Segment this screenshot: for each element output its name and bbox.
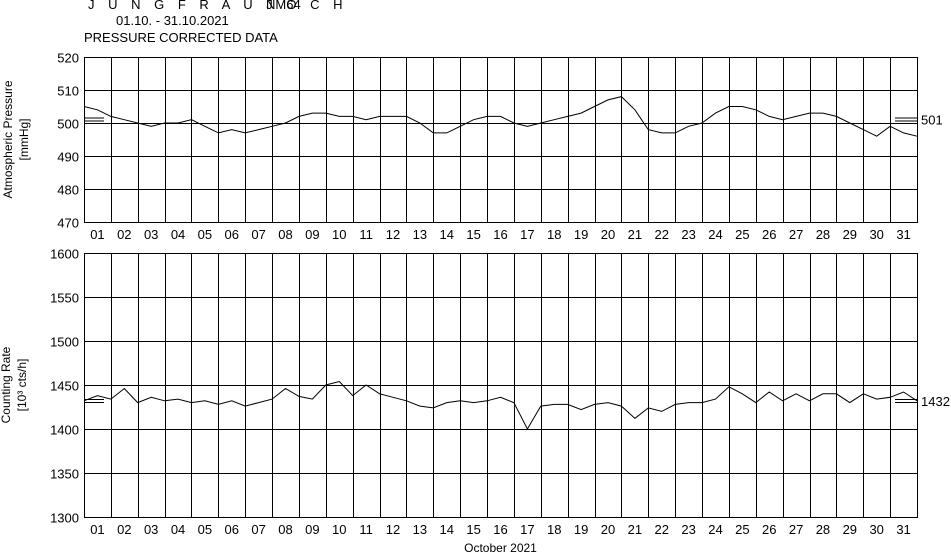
x-tick-label: 25 <box>735 522 749 537</box>
x-tick-label: 04 <box>171 227 185 242</box>
plot-frame <box>84 57 918 223</box>
x-tick-label: 23 <box>681 227 695 242</box>
x-tick-label: 22 <box>654 522 668 537</box>
y-tick-label: 1400 <box>50 423 79 438</box>
y-tick-label: 1450 <box>50 379 79 394</box>
subtitle: PRESSURE CORRECTED DATA <box>84 30 278 45</box>
x-tick-label: 13 <box>413 227 427 242</box>
period-label: 01.10. - 31.10.2021 <box>116 13 229 28</box>
x-tick-label: 06 <box>225 522 239 537</box>
pressure-trace <box>83 96 918 137</box>
pressure-panel: 470 480 490 500 510 520 01 02 03 04 05 06 07 08 09 10 11… <box>1 51 943 243</box>
x-tick-label: 22 <box>654 227 668 242</box>
x-tick-label: 29 <box>843 227 857 242</box>
x-tick-label: 28 <box>816 522 830 537</box>
x-tick-label: 01 <box>90 522 104 537</box>
x-tick-label: 31 <box>896 227 910 242</box>
x-tick-label: 31 <box>896 522 910 537</box>
x-tick-label: 11 <box>359 522 373 537</box>
x-tick-label: 24 <box>708 522 722 537</box>
y-axis-unit: [mmHg] <box>17 119 31 161</box>
y-axis-label: Counting Rate <box>0 346 13 423</box>
x-tick-label: 24 <box>708 227 722 242</box>
y-tick-label: 500 <box>57 117 79 132</box>
x-tick-label: 08 <box>278 227 292 242</box>
x-tick-label: 03 <box>144 522 158 537</box>
y-tick-label: 490 <box>57 150 79 165</box>
y-tick-label: 1550 <box>50 291 79 306</box>
x-tick-label: 21 <box>628 227 642 242</box>
x-tick-label: 27 <box>789 227 803 242</box>
x-tick-label: 10 <box>332 227 346 242</box>
x-tick-label: 04 <box>171 522 185 537</box>
y-axis-unit: [10³ cts/h] <box>15 359 29 412</box>
x-tick-label: 18 <box>547 522 561 537</box>
x-tick-label: 17 <box>520 227 534 242</box>
y-tick-label: 1500 <box>50 335 79 350</box>
x-tick-label: 02 <box>117 522 131 537</box>
x-tick-label: 29 <box>843 522 857 537</box>
x-tick-label: 13 <box>413 522 427 537</box>
counting-rate-trace <box>83 380 918 431</box>
x-tick-label: 26 <box>762 522 776 537</box>
x-axis-label: October 2021 <box>464 541 537 553</box>
x-tick-label: 30 <box>869 227 883 242</box>
x-tick-label: 17 <box>520 522 534 537</box>
x-tick-label: 03 <box>144 227 158 242</box>
x-tick-label: 15 <box>466 522 480 537</box>
x-tick-label: 30 <box>869 522 883 537</box>
y-tick-label: 510 <box>57 84 79 99</box>
x-tick-label: 19 <box>574 227 588 242</box>
x-tick-label: 10 <box>332 522 346 537</box>
x-tick-label: 27 <box>789 522 803 537</box>
x-tick-label: 19 <box>574 522 588 537</box>
x-tick-label: 15 <box>466 227 480 242</box>
monitor-name: NM64 <box>266 0 301 12</box>
y-tick-label: 1350 <box>50 467 79 482</box>
x-tick-label: 02 <box>117 227 131 242</box>
plot-frame <box>84 253 918 518</box>
y-tick-label: 1300 <box>50 511 79 526</box>
x-tick-label: 07 <box>251 522 265 537</box>
y-tick-label: 1600 <box>50 247 79 262</box>
x-tick-label: 28 <box>816 227 830 242</box>
x-tick-label: 07 <box>251 227 265 242</box>
x-tick-label: 12 <box>386 227 400 242</box>
x-tick-label: 20 <box>601 227 615 242</box>
x-tick-label: 20 <box>601 522 615 537</box>
x-tick-label: 14 <box>440 227 454 242</box>
counting-rate-panel: 1300 1350 1400 1450 1500 1550 1600 01 02 03 04 05 06… <box>0 247 950 553</box>
x-tick-label: 26 <box>762 227 776 242</box>
x-tick-label: 09 <box>305 522 319 537</box>
x-tick-label: 05 <box>198 522 212 537</box>
x-tick-label: 25 <box>735 227 749 242</box>
reference-value-label: 501 <box>921 113 943 128</box>
x-tick-label: 09 <box>305 227 319 242</box>
x-tick-label: 21 <box>628 522 642 537</box>
x-tick-label: 18 <box>547 227 561 242</box>
x-tick-label: 06 <box>225 227 239 242</box>
x-tick-label: 11 <box>359 227 373 242</box>
station-title: J U N G F R A U J O C H <box>88 0 347 12</box>
x-tick-label: 05 <box>198 227 212 242</box>
x-tick-label: 08 <box>278 522 292 537</box>
y-tick-label: 520 <box>57 51 79 66</box>
x-tick-label: 16 <box>493 227 507 242</box>
x-tick-label: 12 <box>386 522 400 537</box>
x-tick-label: 01 <box>90 227 104 242</box>
x-tick-label: 23 <box>681 522 695 537</box>
x-tick-label: 14 <box>440 522 454 537</box>
y-axis-label: Atmospheric Pressure <box>1 80 15 198</box>
x-tick-label: 16 <box>493 522 507 537</box>
reference-value-label: 1432 <box>921 394 950 409</box>
y-tick-label: 480 <box>57 183 79 198</box>
y-tick-label: 470 <box>57 216 79 231</box>
